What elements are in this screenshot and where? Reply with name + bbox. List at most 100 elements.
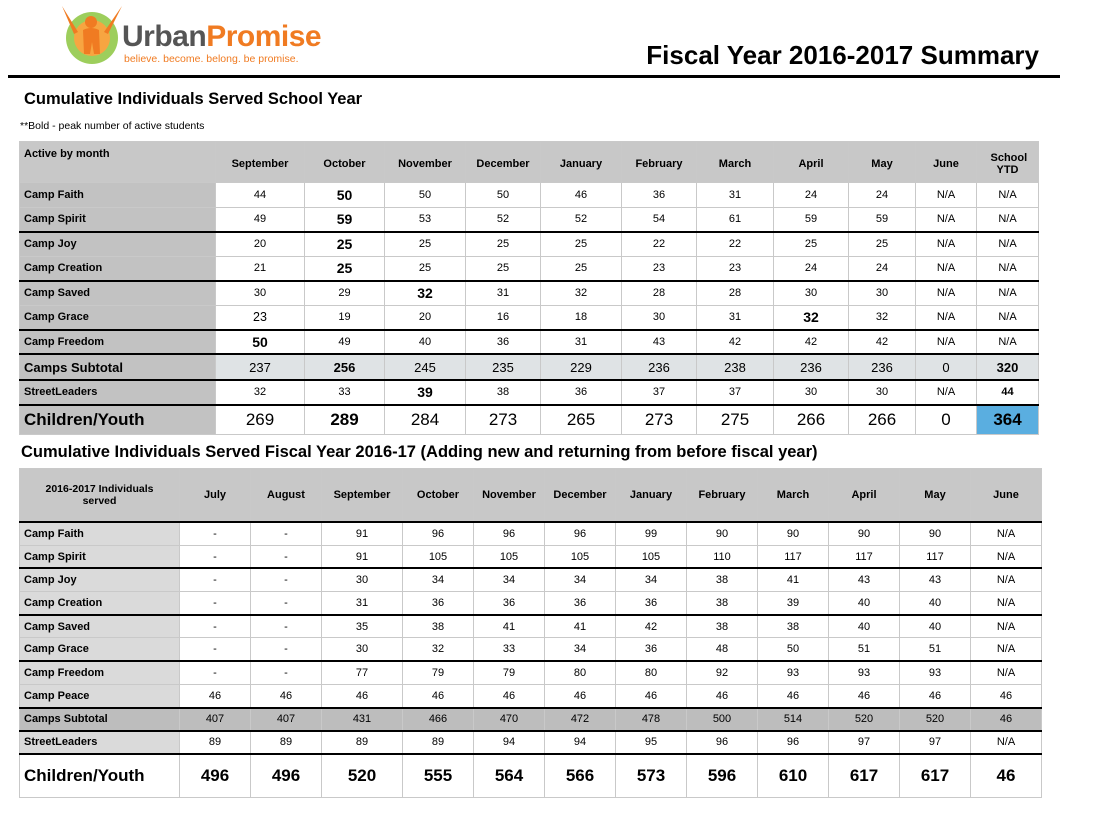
fiscal-year-row-camp-faith: Camp Faith - -91 96 96 96 99 90 90 90 90 N/A (19, 520, 1042, 546)
table-cell: 25 (540, 255, 622, 281)
table-cell: 407 (179, 706, 251, 732)
table-cell: 49 (215, 206, 305, 232)
table-cell: 617 (899, 752, 971, 799)
table-cell: 96 (686, 730, 758, 755)
table-cell: 30 (848, 279, 916, 306)
table-cell: 105 (402, 544, 474, 569)
fiscal-year-row-camp-grace: Camp Grace - -30 32 33 34 36 48 50 51 51 N/A (19, 637, 1042, 662)
row-label: Camp Grace (19, 304, 216, 330)
table-cell: 36 (615, 637, 687, 662)
table-cell: N/A (976, 304, 1039, 330)
table-cell: 38 (686, 613, 758, 639)
table-cell: 289 (304, 403, 385, 435)
table-cell: 38 (402, 613, 474, 639)
table-cell: 237 (215, 353, 305, 381)
table-cell: 38 (757, 613, 829, 639)
table-cell: N/A (915, 379, 977, 405)
table-cell: 89 (321, 730, 403, 755)
row-label: Camp Freedom (19, 660, 180, 685)
section2-heading: Cumulative Individuals Served Fiscal Yea… (21, 443, 818, 461)
row-label: Camps Subtotal (19, 353, 216, 381)
school-year-row-camp-joy: Camp Joy 20 25 25 25 25 22 22 25 25 N/A N/A (19, 230, 1039, 257)
table-cell: 266 (848, 403, 916, 435)
table-cell: 36 (540, 379, 622, 405)
table-cell: 32 (773, 304, 849, 330)
school-year-row-camp-freedom: Camp Freedom 50 49 40 36 31 43 42 42 42 N/A N/A (19, 328, 1039, 355)
fiscal-year-col-june: June (970, 468, 1042, 523)
school-year-col-december: December (465, 141, 541, 183)
table-cell: 29 (304, 279, 385, 306)
table-cell: 37 (621, 379, 697, 405)
sunburst-figure-icon (62, 6, 122, 64)
row-label: Camp Spirit (19, 544, 180, 569)
table-cell: 36 (473, 591, 545, 616)
table-cell: 40 (828, 591, 900, 616)
table-cell: N/A (970, 591, 1042, 616)
fiscal-year-row-camp-peace: Camp Peace 46 46 46 46 46 46 46 46 46 46 46 46 (19, 683, 1042, 709)
row-label: Camp Creation (19, 591, 180, 616)
table-cell: 41 (544, 613, 616, 639)
table-cell: 46 (757, 683, 829, 709)
table-cell: 31 (540, 328, 622, 355)
table-cell: N/A (976, 279, 1039, 306)
table-cell: 46 (250, 683, 322, 709)
school-year-row-camp-faith: Camp Faith 44 50 50 50 46 36 31 24 24 N/A N/A (19, 182, 1039, 208)
school-year-row-streetleaders: StreetLeaders 32 33 39 38 36 37 37 30 30 N/A 44 (19, 379, 1039, 405)
table-cell: N/A (976, 182, 1039, 208)
table-cell: 478 (615, 706, 687, 732)
table-cell: 265 (540, 403, 622, 435)
table-cell: 24 (848, 255, 916, 281)
table-cell: 51 (828, 637, 900, 662)
table-cell: 50 (757, 637, 829, 662)
table-cell: 236 (621, 353, 697, 381)
table-cell: 46 (899, 683, 971, 709)
table-cell: 38 (686, 567, 758, 593)
school-year-col-march: March (696, 141, 774, 183)
table-cell: 53 (384, 206, 466, 232)
table-cell: 617 (828, 752, 900, 799)
fiscal-year-col-march: March (757, 468, 829, 523)
school-year-col-september: September (215, 141, 305, 183)
table-cell: 30 (848, 379, 916, 405)
school-year-col-january: January (540, 141, 622, 183)
row-label: Camp Joy (19, 230, 216, 257)
table-cell: 90 (757, 520, 829, 546)
table-cell: 40 (899, 591, 971, 616)
table-cell: 89 (179, 730, 251, 755)
table-cell: 431 (321, 706, 403, 732)
table-cell: 46 (970, 683, 1042, 709)
table-cell: 46 (828, 683, 900, 709)
fiscal-year-row-camp-creation: Camp Creation - -31 36 36 36 36 38 39 40 40 N/A (19, 591, 1042, 616)
table-cell: 50 (465, 182, 541, 208)
school-year-col-may: May (848, 141, 916, 183)
row-label: StreetLeaders (19, 379, 216, 405)
logo-word-urban: Urban (122, 20, 207, 53)
table-cell: 90 (828, 520, 900, 546)
table-cell: 50 (304, 182, 385, 208)
table-cell: 95 (615, 730, 687, 755)
table-cell: 42 (773, 328, 849, 355)
table-cell: N/A (970, 660, 1042, 685)
header-divider (8, 75, 1060, 78)
table-cell: 28 (621, 279, 697, 306)
table-cell: 30 (215, 279, 305, 306)
fiscal-year-col-may: May (899, 468, 971, 523)
table-cell: - (250, 591, 322, 616)
table-cell: 25 (304, 230, 385, 257)
table-cell: 80 (544, 660, 616, 685)
table-cell: 96 (757, 730, 829, 755)
table-cell: 470 (473, 706, 545, 732)
table-cell: 496 (179, 752, 251, 799)
table-cell: N/A (915, 304, 977, 330)
table-cell: 520 (321, 752, 403, 799)
table-cell: 36 (544, 591, 616, 616)
table-cell: 284 (384, 403, 466, 435)
table-cell: - (250, 637, 322, 662)
row-label: Camp Faith (19, 182, 216, 208)
table-cell: 110 (686, 544, 758, 569)
table-cell: N/A (970, 544, 1042, 569)
logo-word-promise: Promise (206, 20, 322, 53)
table-cell: 25 (848, 230, 916, 257)
row-label: Camp Saved (19, 279, 216, 306)
table-cell: 46 (970, 752, 1042, 799)
